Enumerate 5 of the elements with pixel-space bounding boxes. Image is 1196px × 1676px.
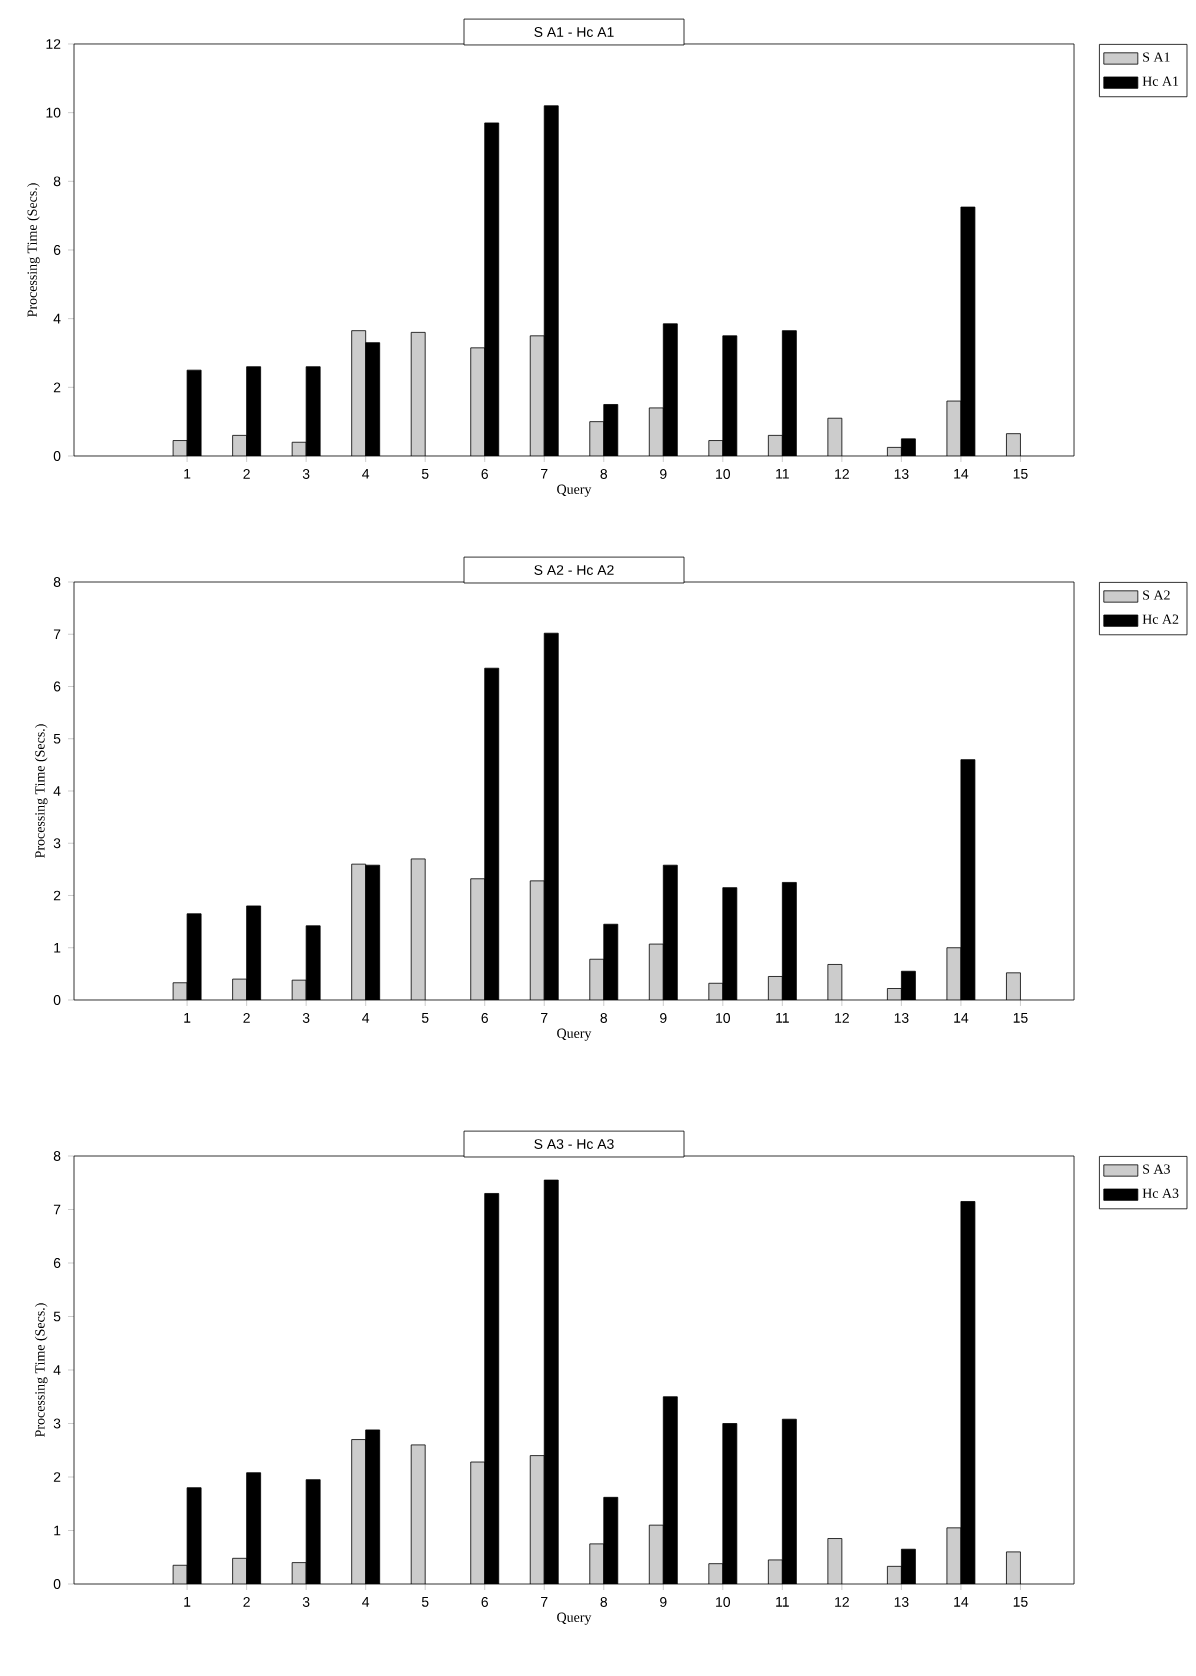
- bar: [648, 1524, 664, 1584]
- bar: [529, 1455, 545, 1584]
- bar: [351, 1439, 367, 1584]
- bar: [410, 1444, 426, 1584]
- bar: [470, 1461, 486, 1584]
